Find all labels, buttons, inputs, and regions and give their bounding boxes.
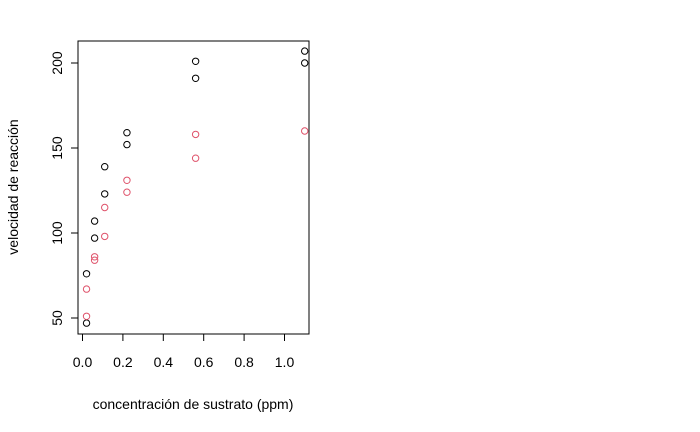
data-point — [123, 188, 131, 196]
data-point — [101, 232, 109, 241]
x-tick-label: 0.4 — [154, 354, 174, 370]
x-tick-label: 0.0 — [73, 354, 93, 370]
x-tick-label: 0.8 — [234, 354, 254, 370]
data-point — [123, 176, 131, 185]
x-axis: 0.0 0.2 0.4 0.6 0.8 1.0 — [73, 333, 295, 370]
y-tick-label: 150 — [49, 136, 65, 160]
y-tick-label: 50 — [49, 310, 65, 326]
data-point — [191, 130, 200, 139]
data-point — [191, 74, 200, 83]
data-point — [82, 285, 91, 293]
x-tick-label: 0.2 — [113, 354, 133, 370]
plot-box — [77, 40, 310, 335]
data-point — [123, 140, 131, 149]
x-tick-label: 1.0 — [275, 354, 295, 370]
data-point — [301, 59, 309, 67]
data-point — [301, 127, 309, 135]
data-point — [191, 154, 200, 162]
x-tick-label: 0.6 — [194, 354, 214, 370]
data-point — [101, 163, 109, 171]
data-point — [90, 234, 99, 242]
data-point — [90, 217, 99, 225]
y-axis: 50 100 150 200 — [49, 51, 79, 326]
data-point — [301, 47, 309, 55]
y-axis-title: velocidad de reacción — [5, 119, 21, 254]
y-tick-label: 100 — [49, 221, 65, 245]
data-point — [101, 203, 109, 212]
data-point — [82, 270, 91, 278]
data-point — [123, 129, 131, 137]
data-point — [82, 312, 91, 320]
data-point — [191, 57, 200, 65]
data-point — [90, 256, 99, 264]
y-tick-label: 200 — [49, 51, 65, 75]
data-point — [101, 190, 109, 198]
x-axis-title: concentración de sustrato (ppm) — [93, 396, 294, 412]
data-point — [90, 253, 99, 261]
data-point — [82, 319, 91, 327]
data-points — [82, 47, 309, 327]
